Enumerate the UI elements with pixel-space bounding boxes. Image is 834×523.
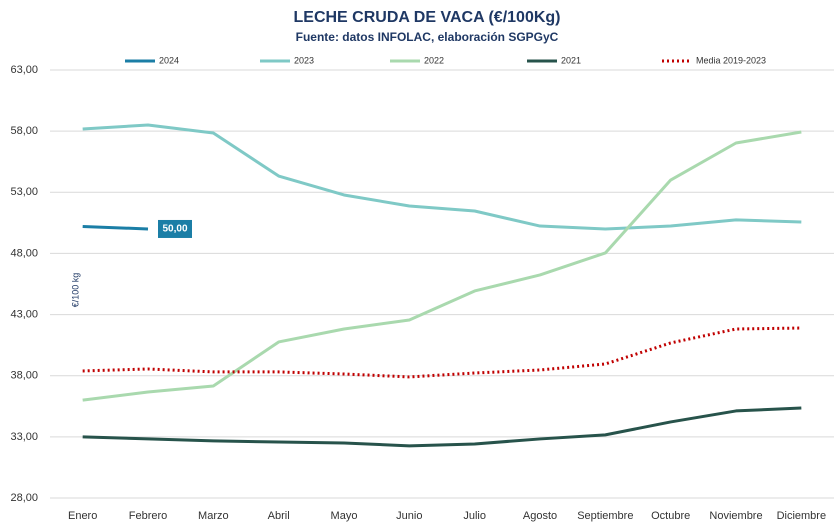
y-tick-label: 38,00: [10, 370, 38, 382]
series-line: [82, 225, 149, 231]
x-tick-label: Diciembre: [777, 510, 827, 522]
x-tick-label: Octubre: [651, 510, 690, 522]
x-tick-label: Julio: [463, 510, 486, 522]
y-tick-label: 58,00: [10, 125, 38, 137]
chart-title: LECHE CRUDA DE VACA (€/100Kg): [294, 9, 561, 26]
chart-subtitle: Fuente: datos INFOLAC, elaboración SGPGy…: [296, 30, 559, 44]
y-tick-label: 33,00: [10, 431, 38, 443]
legend-label: 2021: [561, 55, 581, 65]
x-tick-label: Mayo: [331, 510, 358, 522]
series-line: [82, 130, 802, 402]
data-label-box: [158, 219, 192, 238]
y-tick-label: 48,00: [10, 247, 38, 259]
x-tick-label: Agosto: [523, 510, 557, 522]
series-line: [82, 123, 802, 231]
series-line: [82, 406, 802, 448]
legend-label: Media 2019-2023: [696, 55, 766, 65]
legend-label: 2022: [424, 55, 444, 65]
x-tick-label: Febrero: [129, 510, 168, 522]
x-tick-label: Enero: [68, 510, 97, 522]
x-tick-label: Abril: [268, 510, 290, 522]
y-axis-label: €/100 kg: [70, 273, 80, 308]
y-tick-label: 28,00: [10, 492, 38, 504]
y-tick-label: 53,00: [10, 186, 38, 198]
y-tick-label: 63,00: [10, 64, 38, 76]
y-tick-label: 43,00: [10, 308, 38, 320]
legend-label: 2024: [159, 55, 179, 65]
x-tick-label: Marzo: [198, 510, 229, 522]
data-label: 50,00: [162, 224, 187, 235]
series-line: [82, 326, 802, 379]
x-tick-label: Septiembre: [577, 510, 633, 522]
legend-label: 2023: [294, 55, 314, 65]
x-tick-label: Junio: [396, 510, 422, 522]
x-tick-label: Noviembre: [709, 510, 762, 522]
